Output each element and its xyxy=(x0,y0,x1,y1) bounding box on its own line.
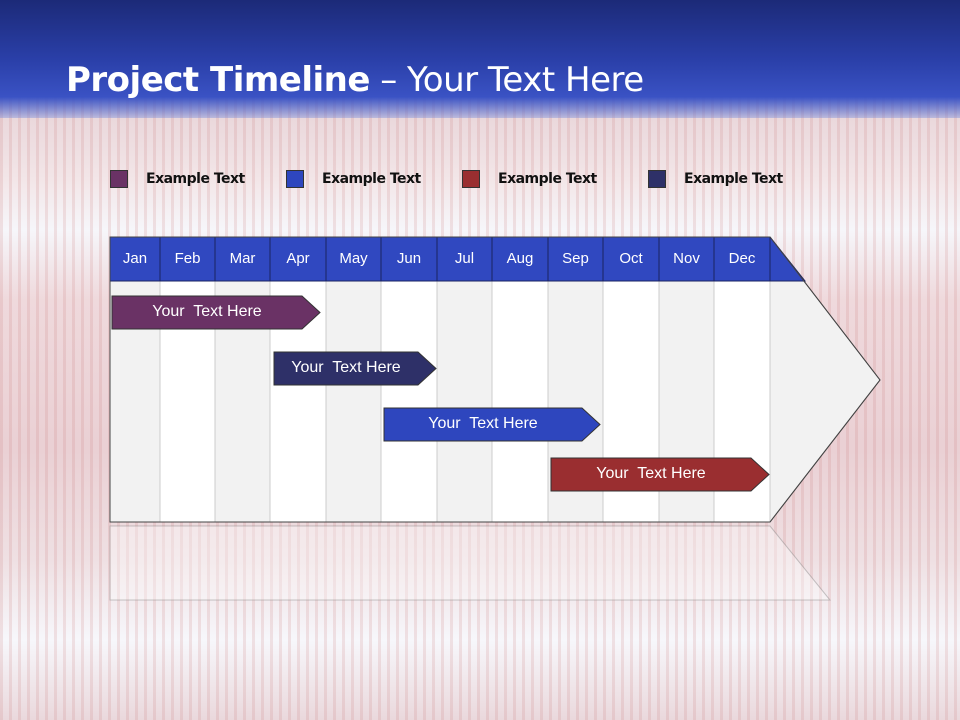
task-label: Your Text Here xyxy=(428,415,538,432)
title-rest: – Your Text Here xyxy=(369,60,644,100)
legend-item: Example Text xyxy=(286,170,421,188)
task-bar xyxy=(273,351,437,386)
legend-item: Example Text xyxy=(110,170,245,188)
month-column xyxy=(491,280,549,523)
month-label: Nov xyxy=(673,250,700,267)
legend-item: Example Text xyxy=(462,170,597,188)
legend-label: Example Text xyxy=(322,171,421,187)
month-label: May xyxy=(339,250,368,267)
title-band xyxy=(0,0,960,118)
month-label: Dec xyxy=(728,250,756,267)
legend-swatch xyxy=(110,170,128,188)
month-label: Jul xyxy=(454,250,475,267)
month-column xyxy=(325,280,382,523)
title-bold: Project Timeline xyxy=(66,60,370,100)
task-label: Your Text Here xyxy=(291,359,401,376)
arrow-outline xyxy=(109,236,881,523)
month-column xyxy=(380,280,438,523)
legend-item: Example Text xyxy=(648,170,783,188)
month-label: Aug xyxy=(506,250,534,267)
month-label: Jan xyxy=(122,250,148,267)
legend-swatch xyxy=(286,170,304,188)
month-label: Sep xyxy=(562,250,589,267)
task-bar xyxy=(111,295,321,330)
legend-label: Example Text xyxy=(684,171,783,187)
task-label: Your Text Here xyxy=(152,303,262,320)
page-title: Project Timeline – Your Text Here xyxy=(66,60,644,100)
legend-label: Example Text xyxy=(146,171,245,187)
arrow-reflection xyxy=(109,525,832,601)
legend-swatch xyxy=(648,170,666,188)
month-label: Jun xyxy=(396,250,422,267)
legend-swatch xyxy=(462,170,480,188)
month-label: Oct xyxy=(619,250,643,267)
task-bar xyxy=(550,457,770,492)
month-label: Apr xyxy=(286,250,310,267)
month-column xyxy=(436,280,493,523)
month-label: Feb xyxy=(174,250,201,267)
legend-label: Example Text xyxy=(498,171,597,187)
month-label: Mar xyxy=(229,250,256,267)
task-label: Your Text Here xyxy=(596,465,706,482)
task-bar xyxy=(383,407,601,442)
